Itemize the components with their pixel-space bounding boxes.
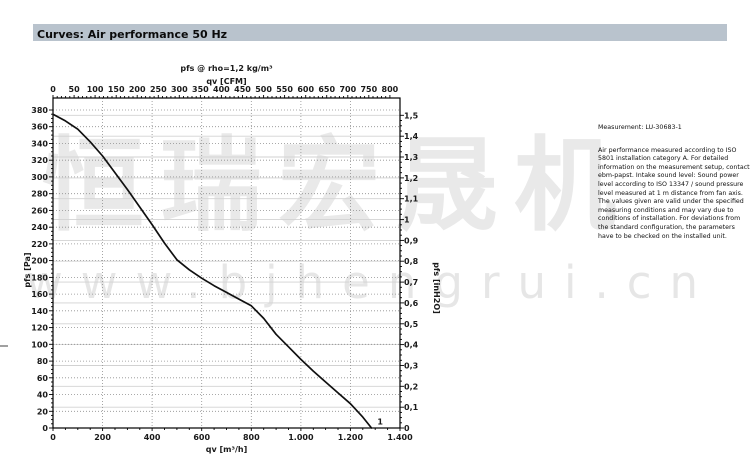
- svg-text:0,3: 0,3: [404, 362, 418, 371]
- svg-text:1: 1: [404, 216, 410, 225]
- svg-text:0,7: 0,7: [404, 278, 418, 287]
- svg-text:0: 0: [42, 424, 48, 433]
- svg-text:340: 340: [31, 140, 48, 149]
- svg-text:300: 300: [31, 173, 48, 182]
- svg-text:0,2: 0,2: [404, 382, 418, 391]
- svg-text:0,1: 0,1: [404, 403, 419, 412]
- svg-text:360: 360: [31, 123, 48, 132]
- svg-text:100: 100: [87, 85, 104, 94]
- svg-text:60: 60: [37, 374, 49, 383]
- svg-text:300: 300: [171, 85, 188, 94]
- svg-text:1,1: 1,1: [404, 195, 419, 204]
- curve-label: 1: [377, 418, 383, 427]
- svg-text:0: 0: [404, 424, 410, 433]
- svg-text:140: 140: [31, 307, 48, 316]
- svg-text:250: 250: [150, 85, 167, 94]
- measurement-note: Measurement: LU-30683-1 Air performance …: [598, 124, 750, 241]
- svg-text:350: 350: [192, 85, 209, 94]
- tick-labels: 0204060801001201401601802002202402602803…: [31, 85, 418, 442]
- svg-text:1.000: 1.000: [288, 433, 314, 442]
- right-axis-label: pfs [inH2O]: [432, 262, 441, 314]
- svg-text:650: 650: [318, 85, 335, 94]
- svg-text:0: 0: [50, 433, 56, 442]
- svg-text:800: 800: [243, 433, 260, 442]
- svg-text:1,2: 1,2: [404, 174, 418, 183]
- svg-text:450: 450: [234, 85, 251, 94]
- svg-text:180: 180: [31, 273, 48, 282]
- svg-text:750: 750: [360, 85, 377, 94]
- svg-text:1,5: 1,5: [404, 111, 419, 120]
- svg-text:220: 220: [31, 240, 48, 249]
- measurement-id: Measurement: LU-30683-1: [598, 124, 682, 131]
- axis-ticks: [49, 95, 404, 431]
- watermark-chinese-text: 恒瑞宏晟机: [42, 127, 632, 246]
- svg-text:100: 100: [31, 340, 48, 349]
- svg-text:20: 20: [37, 407, 49, 416]
- svg-text:400: 400: [144, 433, 161, 442]
- svg-text:80: 80: [37, 357, 49, 366]
- measurement-description: Air performance measured according to IS…: [598, 146, 750, 240]
- svg-text:240: 240: [31, 223, 48, 232]
- svg-text:200: 200: [129, 85, 146, 94]
- svg-text:260: 260: [31, 206, 48, 215]
- section-title: Curves: Air performance 50 Hz: [37, 28, 228, 41]
- chart-title: pfs @ rho=1,2 kg/m³: [180, 64, 273, 73]
- svg-text:550: 550: [276, 85, 293, 94]
- svg-text:600: 600: [193, 433, 210, 442]
- svg-text:0: 0: [50, 85, 56, 94]
- svg-text:50: 50: [69, 85, 81, 94]
- gridlines: [53, 98, 400, 428]
- svg-text:500: 500: [255, 85, 272, 94]
- svg-text:160: 160: [31, 290, 48, 299]
- svg-text:200: 200: [31, 257, 48, 266]
- svg-text:1,3: 1,3: [404, 153, 418, 162]
- top-axis-label: qv [CFM]: [206, 77, 246, 86]
- svg-text:400: 400: [213, 85, 230, 94]
- svg-text:0,6: 0,6: [404, 299, 419, 308]
- svg-text:380: 380: [31, 106, 48, 115]
- plot-border: [52, 97, 401, 429]
- watermark-dash: [0, 345, 8, 347]
- svg-text:150: 150: [108, 85, 125, 94]
- svg-text:280: 280: [31, 190, 48, 199]
- svg-text:40: 40: [37, 391, 49, 400]
- svg-text:1,4: 1,4: [404, 132, 419, 141]
- svg-text:120: 120: [31, 324, 48, 333]
- left-axis-label: pfs [Pa]: [23, 252, 32, 287]
- svg-text:0,9: 0,9: [404, 236, 419, 245]
- svg-text:600: 600: [297, 85, 314, 94]
- section-header: Curves: Air performance 50 Hz: [33, 24, 727, 41]
- performance-curve: [52, 113, 373, 429]
- svg-text:0,4: 0,4: [404, 341, 419, 350]
- svg-text:700: 700: [339, 85, 356, 94]
- svg-text:800: 800: [382, 85, 399, 94]
- svg-text:320: 320: [31, 156, 48, 165]
- svg-text:0,5: 0,5: [404, 320, 419, 329]
- bottom-axis-label: qv [m³/h]: [206, 445, 248, 454]
- svg-text:0,8: 0,8: [404, 257, 419, 266]
- svg-text:1.400: 1.400: [387, 433, 413, 442]
- svg-text:1.200: 1.200: [338, 433, 364, 442]
- svg-text:200: 200: [94, 433, 111, 442]
